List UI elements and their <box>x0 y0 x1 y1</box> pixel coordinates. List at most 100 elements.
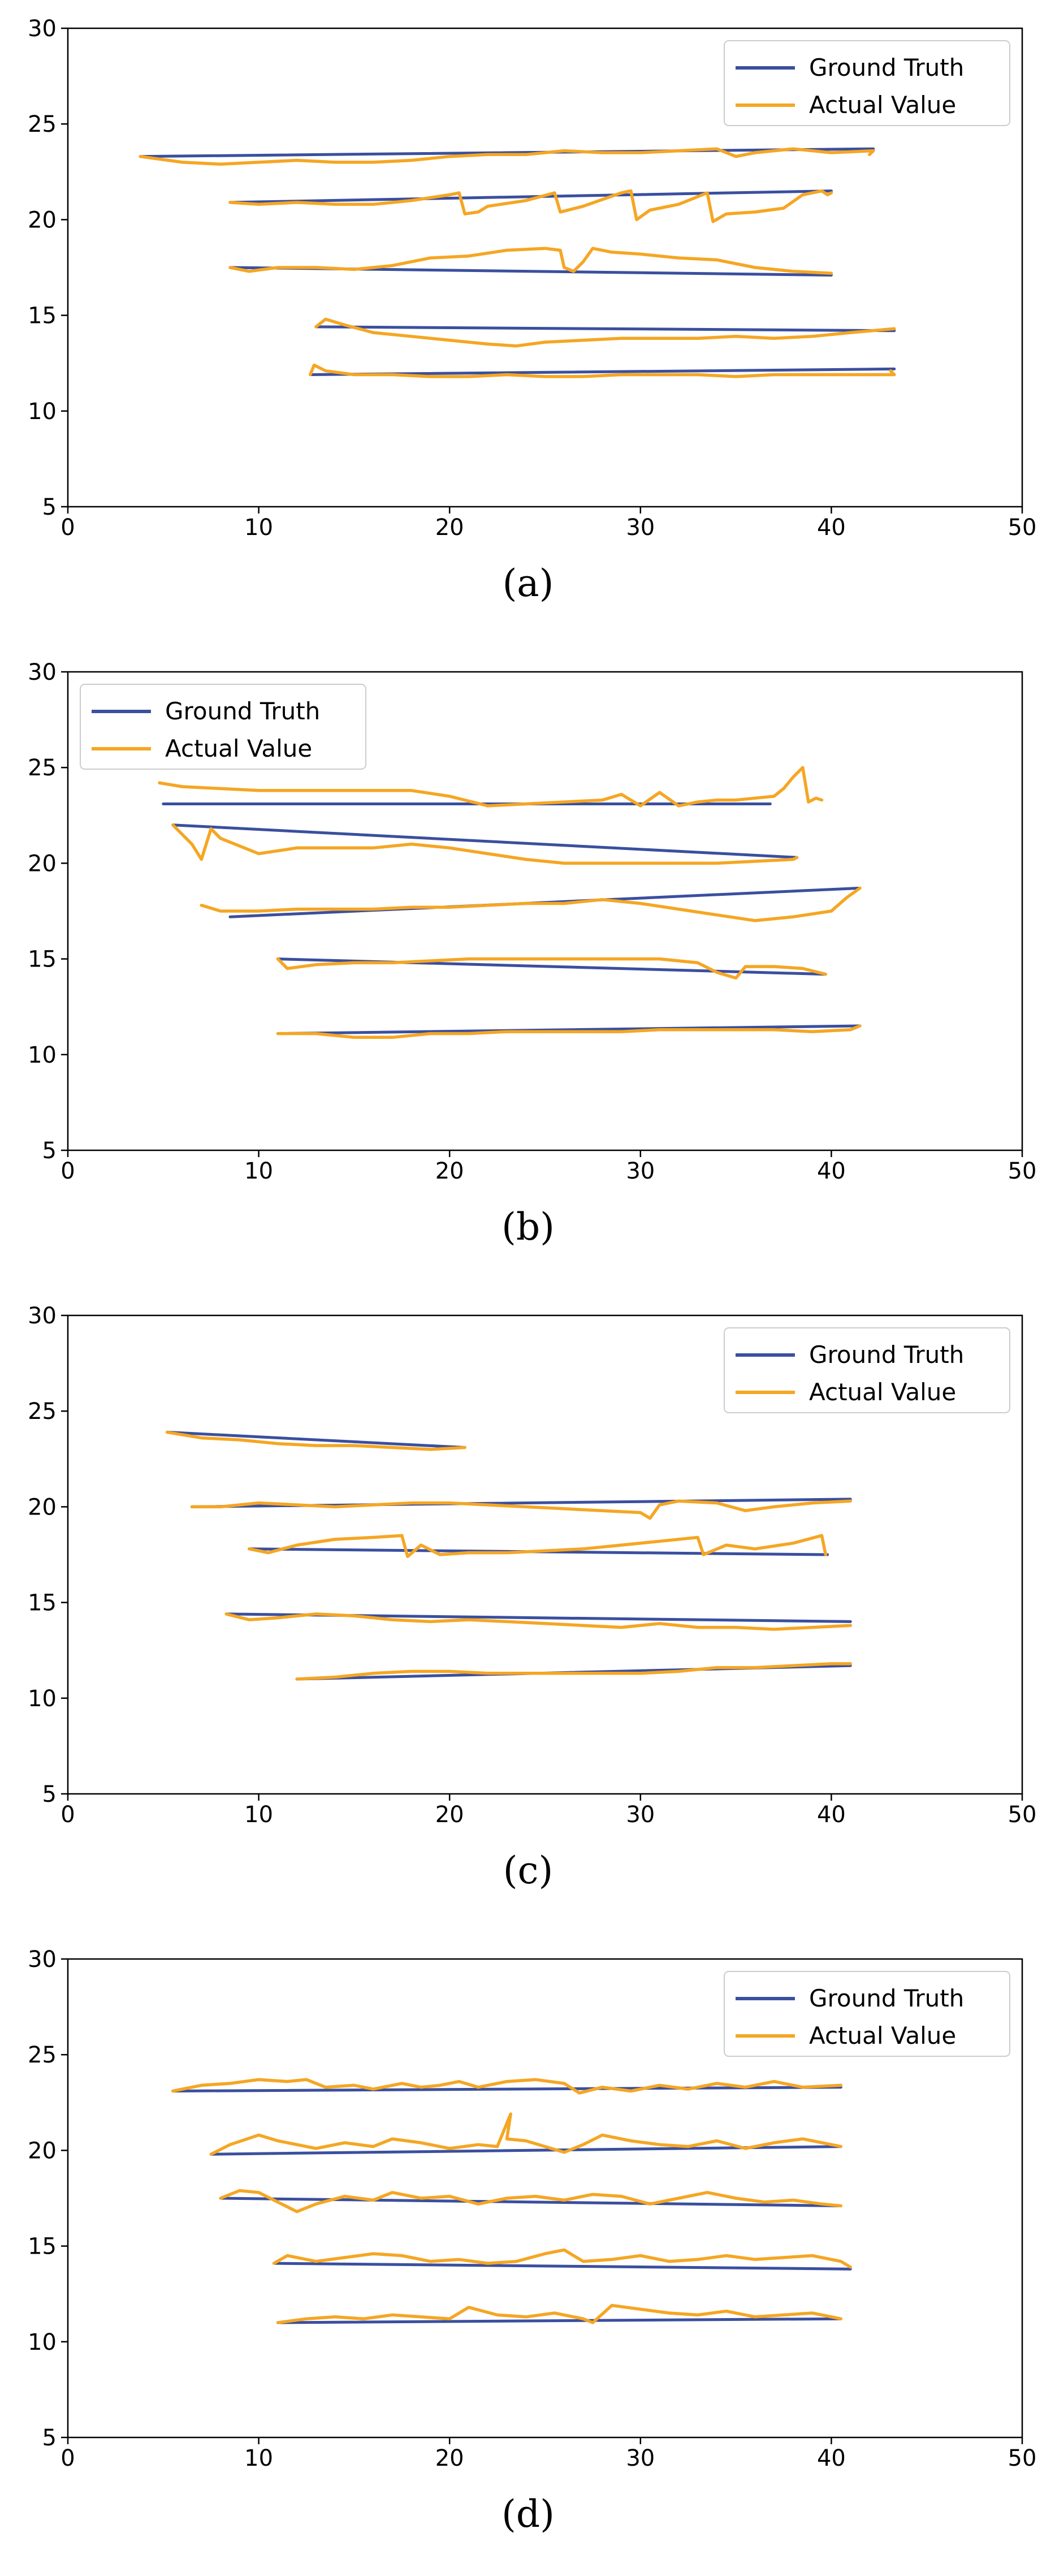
y-tick-label: 15 <box>28 947 57 973</box>
legend-entry-label: Actual Value <box>165 735 312 762</box>
actual-value-line-4 <box>276 957 828 980</box>
y-tick-label: 10 <box>28 1042 57 1068</box>
x-tick-label: 20 <box>435 1802 464 1828</box>
actual-value-line-3 <box>200 886 862 922</box>
ground-truth-line-1 <box>171 2086 842 2092</box>
legend-entry-label: Actual Value <box>809 91 956 119</box>
chart-panel-2: 0 10 20 30 40 50 5 10 15 20 25 30 Ground Truth Actual… <box>28 659 1036 1249</box>
actual-value-line-2 <box>190 1499 852 1520</box>
legend-box <box>724 1971 1010 2057</box>
ground-truth-line-2 <box>171 823 799 859</box>
x-tick-label: 0 <box>60 2445 75 2471</box>
x-tick-label: 50 <box>1008 515 1037 541</box>
ground-truth-line-2 <box>228 189 833 204</box>
y-tick-label: 15 <box>28 303 57 329</box>
legend-entry-label: Ground Truth <box>809 1341 964 1369</box>
y-tick-label: 5 <box>42 494 57 520</box>
legend-entry-label: Actual Value <box>809 1378 956 1406</box>
actual-value-line-2 <box>209 2112 843 2156</box>
ground-truth-line-2 <box>209 2145 842 2156</box>
axes-frame <box>67 671 1023 1151</box>
axes-frame <box>67 27 1023 508</box>
x-tick-label: 10 <box>244 515 273 541</box>
y-tick-label: 30 <box>28 659 57 685</box>
panel-caption: (a) <box>503 562 554 605</box>
y-tick-label: 5 <box>42 1781 57 1807</box>
x-tick-label: 0 <box>60 1802 75 1828</box>
actual-value-line-1 <box>171 2078 843 2095</box>
ground-truth-line-4 <box>314 325 896 333</box>
ground-truth-line-5 <box>276 2317 842 2324</box>
legend: Ground Truth Actual Value <box>724 40 1010 126</box>
legend: Ground Truth Actual Value <box>724 1971 1010 2057</box>
y-tick-label: 20 <box>28 1494 57 1520</box>
actual-value-line-3 <box>219 2189 843 2213</box>
x-tick-label: 0 <box>60 1158 75 1184</box>
actual-value-line-2 <box>171 823 799 865</box>
x-tick-label: 30 <box>626 1802 655 1828</box>
x-tick-label: 40 <box>817 1802 846 1828</box>
y-tick-label: 25 <box>28 2042 57 2068</box>
y-tick-label: 5 <box>42 1138 57 1164</box>
axes-frame <box>67 1958 1023 2439</box>
actual-value-line-4 <box>272 2248 852 2269</box>
x-tick-label: 10 <box>244 1802 273 1828</box>
legend-entry-label: Ground Truth <box>809 54 964 81</box>
legend-entry-label: Actual Value <box>809 2022 956 2049</box>
x-tick-label: 50 <box>1008 2445 1037 2471</box>
y-tick-label: 20 <box>28 851 57 877</box>
legend: Ground Truth Actual Value <box>80 684 366 770</box>
legend: Ground Truth Actual Value <box>724 1327 1010 1413</box>
legend-entry-label: Ground Truth <box>165 697 320 725</box>
legend-box <box>80 684 366 770</box>
chart-panel-4: 0 10 20 30 40 50 5 10 15 20 25 30 Ground Truth Actual… <box>28 1947 1036 2536</box>
ground-truth-line-3 <box>219 2197 842 2207</box>
legend-box <box>724 40 1010 126</box>
actual-value-line-3 <box>228 247 833 275</box>
panel-caption: (d) <box>501 2492 555 2536</box>
actual-value-line-1 <box>139 147 875 166</box>
x-tick-label: 50 <box>1008 1802 1037 1828</box>
y-tick-label: 5 <box>42 2425 57 2451</box>
x-tick-label: 40 <box>817 1158 846 1184</box>
y-tick-label: 10 <box>28 399 57 425</box>
x-tick-label: 10 <box>244 2445 273 2471</box>
ground-truth-line-5 <box>309 367 896 376</box>
actual-value-line-3 <box>247 1534 828 1559</box>
chart-panel-1: 0 10 20 30 40 50 5 10 15 20 25 30 Ground Truth Actual… <box>28 16 1036 605</box>
x-tick-label: 30 <box>626 515 655 541</box>
actual-value-line-2 <box>228 189 833 223</box>
x-tick-label: 30 <box>626 1158 655 1184</box>
y-tick-label: 15 <box>28 2234 57 2260</box>
x-tick-label: 10 <box>244 1158 273 1184</box>
x-tick-label: 50 <box>1008 1158 1037 1184</box>
ground-truth-line-1 <box>166 1430 466 1449</box>
x-tick-label: 20 <box>435 1158 464 1184</box>
actual-value-line-1 <box>165 1430 466 1451</box>
actual-value-line-5 <box>295 1662 852 1681</box>
actual-value-line-5 <box>276 2303 843 2324</box>
actual-value-line-4 <box>314 317 896 348</box>
y-tick-label: 10 <box>28 1686 57 1712</box>
panel-caption: (c) <box>503 1849 553 1892</box>
legend-entry-label: Ground Truth <box>809 1984 964 2012</box>
x-tick-label: 40 <box>817 515 846 541</box>
ground-truth-line-1 <box>139 147 875 158</box>
axes-frame <box>67 1314 1023 1795</box>
actual-value-line-4 <box>224 1612 852 1631</box>
ground-truth-line-5 <box>276 1024 862 1035</box>
y-tick-label: 30 <box>28 16 57 42</box>
x-tick-label: 40 <box>817 2445 846 2471</box>
y-tick-label: 15 <box>28 1590 57 1616</box>
y-tick-label: 25 <box>28 1399 57 1425</box>
y-tick-label: 25 <box>28 111 57 137</box>
actual-value-line-5 <box>309 363 896 378</box>
chart-panel-3: 0 10 20 30 40 50 5 10 15 20 25 30 Ground Truth Actual… <box>28 1303 1036 1892</box>
x-tick-label: 0 <box>60 515 75 541</box>
x-tick-label: 30 <box>626 2445 655 2471</box>
y-tick-label: 20 <box>28 207 57 233</box>
y-tick-label: 10 <box>28 2329 57 2355</box>
ground-truth-line-4 <box>273 2262 852 2271</box>
y-tick-label: 25 <box>28 755 57 781</box>
